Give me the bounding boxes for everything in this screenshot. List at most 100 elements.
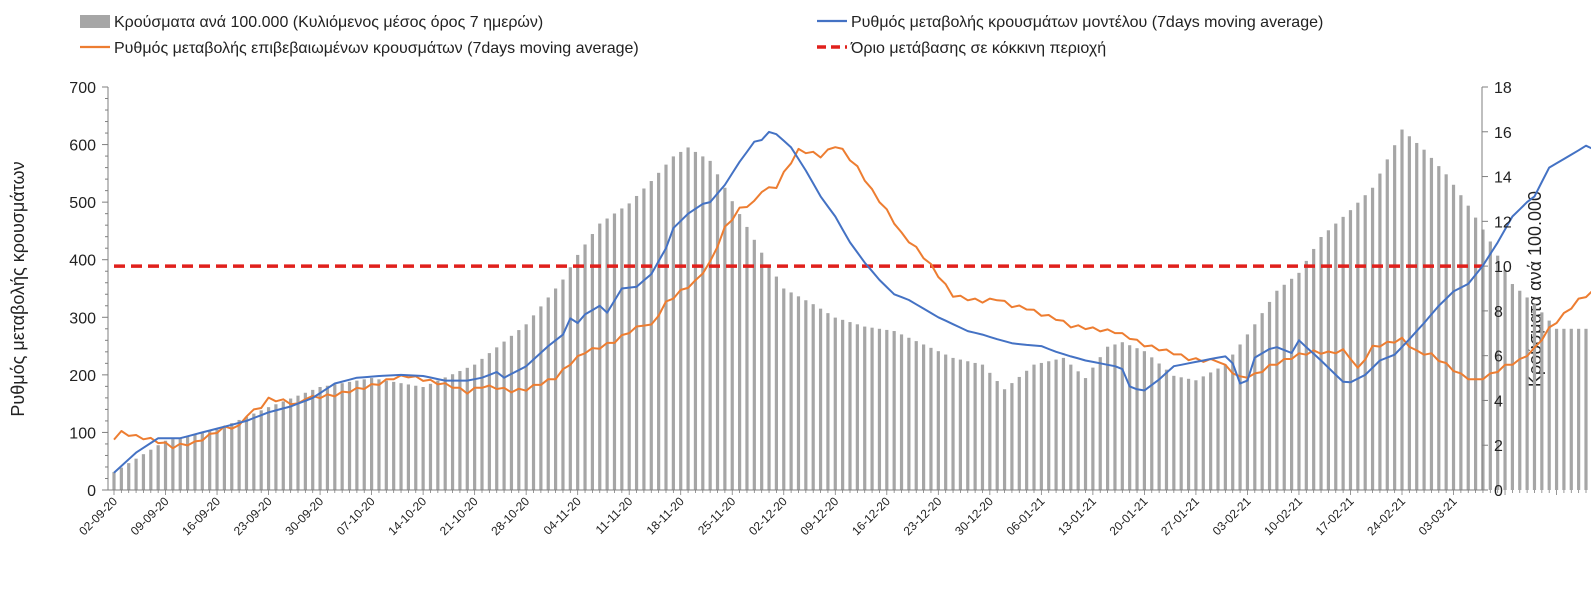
bar bbox=[517, 330, 521, 490]
bar bbox=[163, 440, 168, 490]
y-axis-right-title: Κρούσματα ανά 100.000 bbox=[1525, 191, 1545, 387]
bar bbox=[119, 467, 123, 490]
bar bbox=[141, 454, 146, 490]
bar bbox=[848, 322, 852, 490]
bar bbox=[127, 463, 131, 490]
bar bbox=[1209, 372, 1213, 490]
bar bbox=[1164, 369, 1169, 490]
bar bbox=[870, 327, 874, 490]
bar bbox=[1142, 351, 1146, 490]
bar bbox=[642, 188, 646, 490]
y-right-tick-label: 12 bbox=[1494, 214, 1512, 231]
bar bbox=[156, 445, 160, 490]
bar bbox=[1444, 174, 1448, 490]
x-tick-label: 14-10-20 bbox=[385, 494, 429, 538]
bar bbox=[134, 458, 138, 490]
bar bbox=[922, 344, 926, 490]
bar bbox=[1334, 223, 1338, 490]
bar bbox=[561, 279, 565, 490]
bar bbox=[1385, 159, 1389, 490]
bar bbox=[1488, 241, 1492, 490]
bar bbox=[1518, 290, 1522, 490]
bar bbox=[1584, 328, 1588, 490]
bar bbox=[414, 385, 418, 490]
bar bbox=[237, 419, 241, 490]
bar bbox=[980, 364, 985, 490]
bar bbox=[1157, 363, 1161, 490]
bar bbox=[259, 410, 263, 490]
bar bbox=[274, 404, 278, 490]
bar bbox=[355, 380, 359, 490]
y-right-tick-label: 4 bbox=[1494, 393, 1503, 410]
bar bbox=[671, 156, 675, 490]
bar bbox=[149, 449, 153, 490]
bar bbox=[1275, 290, 1279, 490]
y-right-tick-label: 18 bbox=[1494, 80, 1512, 97]
bar bbox=[428, 383, 433, 490]
bar bbox=[885, 329, 889, 490]
bar bbox=[406, 384, 410, 490]
bar bbox=[855, 324, 859, 490]
bar bbox=[1297, 272, 1301, 490]
bar bbox=[936, 351, 940, 490]
bar bbox=[311, 389, 315, 490]
bar bbox=[1245, 334, 1250, 490]
bar bbox=[1304, 260, 1308, 490]
bar bbox=[1194, 380, 1198, 490]
bar bbox=[421, 387, 425, 490]
bar bbox=[443, 377, 447, 490]
bar bbox=[325, 385, 330, 490]
bar bbox=[760, 252, 764, 490]
bar bbox=[612, 213, 617, 490]
x-tick-label: 18-11-20 bbox=[644, 494, 687, 537]
bar bbox=[583, 244, 587, 490]
bar bbox=[1569, 328, 1573, 490]
bar bbox=[1415, 142, 1419, 490]
x-tick-label: 03-03-21 bbox=[1416, 494, 1460, 538]
bar bbox=[252, 413, 256, 490]
x-tick-label: 13-01-21 bbox=[1055, 494, 1099, 538]
x-tick-label: 11-11-20 bbox=[593, 494, 636, 537]
bar bbox=[458, 371, 462, 490]
bar bbox=[480, 358, 484, 490]
x-tick-label: 07-10-20 bbox=[334, 494, 378, 538]
bar bbox=[1069, 364, 1073, 490]
bar bbox=[1363, 195, 1367, 490]
y-left-tick-label: 500 bbox=[69, 195, 96, 212]
bar bbox=[1054, 359, 1058, 490]
bar bbox=[590, 234, 594, 490]
bar bbox=[509, 335, 514, 490]
bar bbox=[1186, 378, 1191, 490]
bars-series bbox=[112, 129, 1588, 491]
bar bbox=[679, 151, 683, 490]
lines bbox=[113, 130, 1591, 474]
bar bbox=[502, 341, 506, 490]
bar bbox=[1474, 217, 1478, 490]
bar bbox=[1047, 361, 1051, 490]
x-tick-label: 16-09-20 bbox=[179, 494, 223, 538]
legend-label-bars: Κρούσματα ανά 100.000 (Κυλιόμενος μέσος … bbox=[114, 14, 543, 31]
bar bbox=[208, 431, 212, 490]
bar bbox=[1429, 157, 1434, 490]
bar bbox=[598, 223, 602, 490]
x-tick-label: 30-09-20 bbox=[282, 494, 326, 538]
x-tick-label: 09-12-20 bbox=[798, 494, 842, 538]
bar bbox=[715, 174, 720, 490]
bar bbox=[1216, 368, 1220, 490]
bar bbox=[1562, 328, 1566, 490]
confirmed-line bbox=[113, 146, 1591, 450]
bar bbox=[1510, 284, 1514, 490]
bar bbox=[1076, 371, 1080, 490]
bar bbox=[178, 437, 182, 490]
bar bbox=[244, 416, 249, 490]
bar bbox=[1106, 346, 1110, 490]
bar bbox=[1128, 345, 1132, 490]
x-tick-label: 30-12-20 bbox=[952, 494, 996, 538]
bar bbox=[944, 354, 948, 490]
legend: Κρούσματα ανά 100.000 (Κυλιόμενος μέσος … bbox=[80, 14, 1323, 57]
bar bbox=[465, 367, 469, 490]
bar bbox=[215, 429, 219, 490]
bar bbox=[1135, 348, 1139, 490]
x-tick-label: 23-09-20 bbox=[231, 494, 275, 538]
x-tick-label: 23-12-20 bbox=[901, 494, 945, 538]
